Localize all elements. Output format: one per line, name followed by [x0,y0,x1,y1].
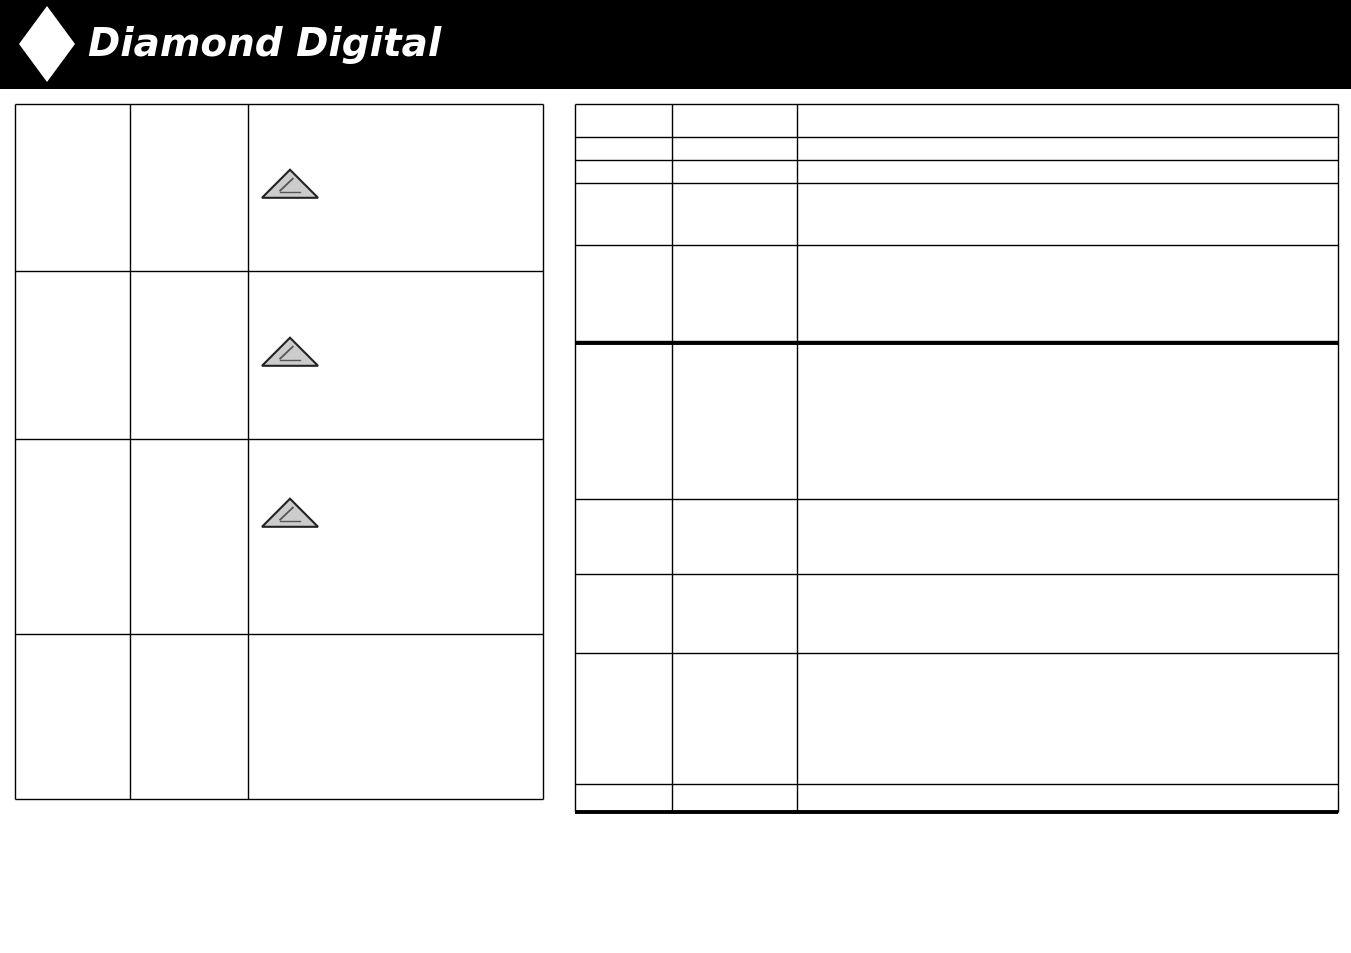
Polygon shape [262,499,317,527]
Polygon shape [19,7,76,83]
Polygon shape [262,171,317,198]
Bar [0,0,1351,90]
Text: Diamond Digital: Diamond Digital [88,26,442,64]
Polygon shape [262,338,317,366]
